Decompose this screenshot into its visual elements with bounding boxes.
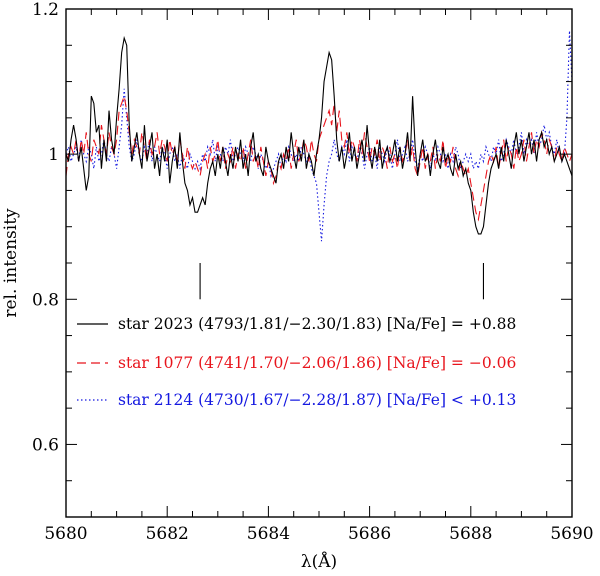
plot-area xyxy=(66,30,572,242)
axis-tick-labels: 5680 5682 5684 5686 5688 5690 0.6 0.8 1 1.2 xyxy=(32,0,594,544)
y-tick-label: 0.6 xyxy=(32,435,59,455)
legend-label-star-2124: star 2124 (4730/1.67/−2.28/1.87) [Na/Fe]… xyxy=(118,391,516,409)
y-tick-label: 0.8 xyxy=(32,290,59,310)
legend-label-star-1077: star 1077 (4741/1.70/−2.06/1.86) [Na/Fe]… xyxy=(118,354,516,372)
x-tick-label: 5682 xyxy=(146,524,189,544)
line-markers xyxy=(199,263,485,300)
x-tick-label: 5690 xyxy=(550,524,593,544)
y-tick-label: 1 xyxy=(48,145,59,165)
series-line-star-1077 xyxy=(66,93,572,222)
x-tick-label: 5688 xyxy=(449,524,492,544)
legend-label-star-2023: star 2023 (4793/1.81/−2.30/1.83) [Na/Fe]… xyxy=(118,315,516,333)
x-tick-label: 5684 xyxy=(247,524,290,544)
plot-frame xyxy=(65,8,573,518)
axis-ticks xyxy=(65,8,573,518)
series-line-star-2124 xyxy=(66,30,572,242)
y-tick-label: 1.2 xyxy=(32,0,59,20)
x-tick-label: 5686 xyxy=(348,524,391,544)
x-tick-label: 5680 xyxy=(44,524,87,544)
x-axis-label: λ(Å) xyxy=(301,551,337,572)
legend: star 2023 (4793/1.81/−2.30/1.83) [Na/Fe]… xyxy=(77,315,516,409)
series-line-star-2023 xyxy=(66,35,572,235)
y-axis-label: rel. intensity xyxy=(1,208,21,318)
